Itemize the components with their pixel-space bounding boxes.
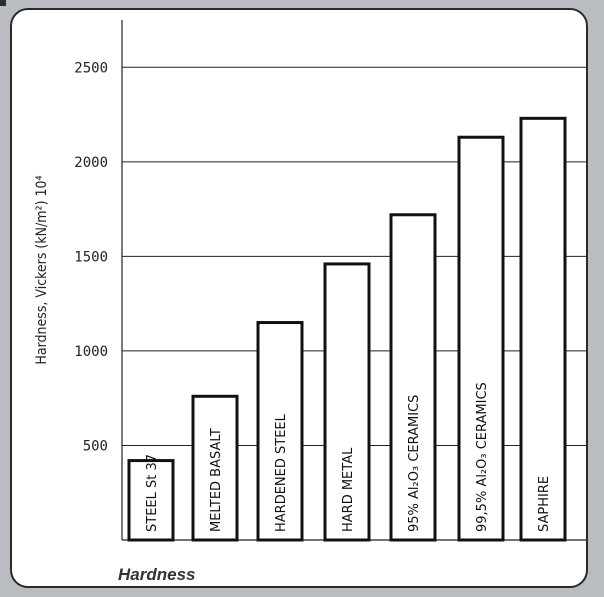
bar [389,213,437,542]
bar [191,394,239,542]
chart-card: STEEL St 37 MELTED BASALT HARDENED STEEL HA… [10,8,588,588]
bar [519,116,567,542]
bar [323,262,371,542]
y-tick-label: 2000 [74,155,108,171]
bar-chart: STEEL St 37 MELTED BASALT HARDENED STEEL HA… [34,20,586,542]
y-tick-labels: 500 1000 1500 2000 2500 [74,60,108,454]
corner-shade [0,0,6,6]
bar-label: MELTED BASALT [209,428,224,532]
bar-label: STEEL St 37 [145,454,160,532]
bar-label: HARDENED STEEL [274,413,289,532]
x-axis-label: Hardness [118,565,196,584]
bar-label: HARD METAL [341,447,356,532]
bar-label: SAPHIRE [537,476,552,532]
bar-label: 99,5% Al₂O₃ CERAMICS [475,382,490,532]
bar [127,459,175,542]
bar [256,321,304,542]
y-axis-label: Hardness, Vickers (kN/m²) 10⁴ [34,175,50,364]
y-tick-label: 2500 [74,60,108,76]
y-tick-label: 1500 [74,249,108,265]
bar [457,135,505,542]
bar-label: 95% Al₂O₃ CERAMICS [407,395,422,532]
bars-layer: STEEL St 37 MELTED BASALT HARDENED STEEL HA… [127,116,567,542]
y-tick-label: 500 [83,438,108,454]
y-tick-label: 1000 [74,344,108,360]
